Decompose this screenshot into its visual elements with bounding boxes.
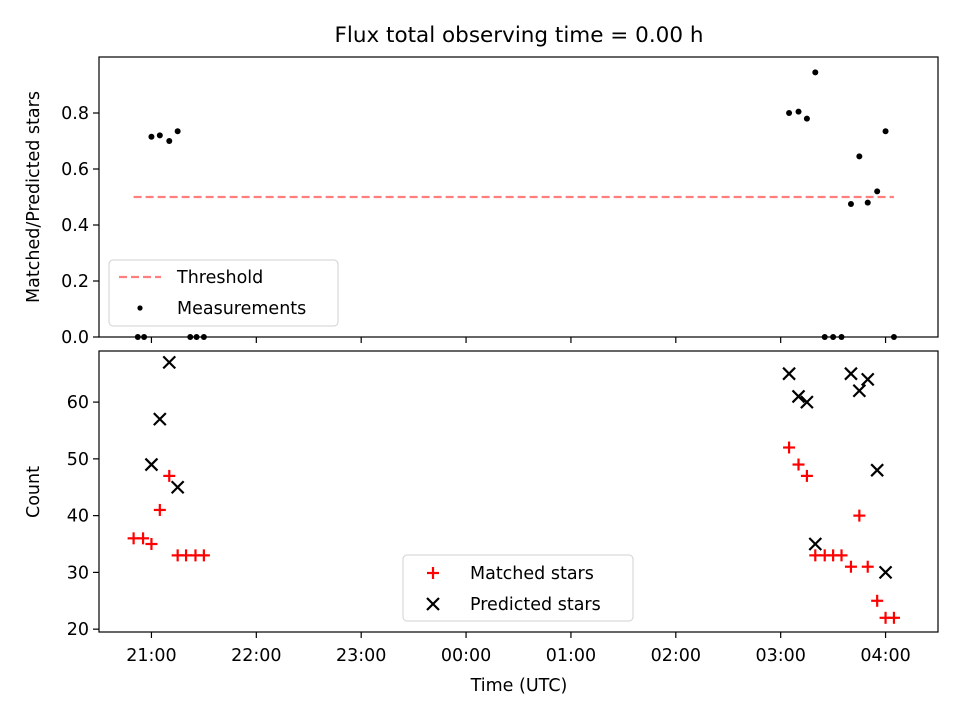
predicted-star-point <box>852 383 867 398</box>
matched-stars-points <box>127 441 900 624</box>
matched-star-point <box>153 503 166 516</box>
predicted-star-point <box>808 537 823 551</box>
bottom-y-tick-label: 60 <box>67 393 89 413</box>
top-y-tick-label: 0.0 <box>61 328 89 348</box>
predicted-star-point <box>153 412 167 426</box>
top-legend-box <box>108 259 339 327</box>
measurement-point <box>882 128 889 135</box>
bottom-legend: Matched stars Predicted stars <box>402 554 634 622</box>
matched-star-point <box>145 538 158 551</box>
top-y-tick-label: 0.8 <box>61 104 89 124</box>
matched-star-point <box>853 509 866 522</box>
predicted-star-point <box>844 366 858 381</box>
matched-star-point <box>197 549 210 562</box>
predicted-star-point <box>800 395 814 409</box>
bottom-y-tick-label: 40 <box>67 507 89 527</box>
legend-measurements-label: Measurements <box>177 299 306 319</box>
matched-star-point <box>792 458 805 471</box>
bottom-x-ticks: 21:00 22:00 23:00 00:00 01:00 02:00 03:00 04:00 <box>126 632 911 666</box>
top-legend: Threshold Measurements <box>108 259 339 327</box>
measurement-point <box>803 115 810 122</box>
legend-predicted-swatch <box>426 597 440 611</box>
top-y-tick-label: 0.2 <box>61 272 89 292</box>
legend-matched-label: Matched stars <box>470 564 594 584</box>
x-tick-label: 03:00 <box>755 646 805 666</box>
measurement-point <box>166 138 173 144</box>
bottom-y-ticks: 20 30 40 50 60 <box>67 393 99 640</box>
predicted-star-point <box>870 463 884 477</box>
measurement-point <box>174 128 181 135</box>
bottom-y-axis-label: Count <box>24 466 44 518</box>
x-tick-label: 01:00 <box>546 646 596 666</box>
x-tick-label: 22:00 <box>231 646 281 666</box>
x-axis-label: Time (UTC) <box>470 676 568 696</box>
bottom-y-tick-label: 30 <box>67 563 89 583</box>
matched-star-point <box>163 469 176 482</box>
measurement-point <box>874 188 881 195</box>
matched-star-point <box>800 469 813 482</box>
x-tick-label: 23:00 <box>336 646 386 666</box>
top-y-axis-label: Matched/Predicted stars <box>24 91 44 303</box>
top-y-ticks: 0.0 0.2 0.4 0.6 0.8 <box>61 104 99 348</box>
x-tick-label: 00:00 <box>441 646 491 666</box>
measurement-point <box>812 69 819 76</box>
legend-measurements-swatch <box>137 305 143 311</box>
legend-matched-swatch <box>427 567 439 579</box>
matched-star-point <box>844 560 857 573</box>
measurement-point <box>786 110 793 116</box>
bottom-y-tick-label: 20 <box>67 620 89 640</box>
predicted-star-point <box>144 457 159 472</box>
predicted-star-point <box>782 366 796 381</box>
top-x-ticks <box>150 337 887 343</box>
predicted-star-point <box>162 355 177 370</box>
x-tick-label: 02:00 <box>651 646 701 666</box>
bottom-axes: 20 30 40 50 60 21:00 22:00 23:00 00:00 01:00 02:0… <box>24 350 939 696</box>
predicted-stars-points <box>144 355 893 580</box>
matched-star-point <box>835 549 848 562</box>
measurement-point <box>148 133 155 140</box>
measurement-point <box>856 153 863 160</box>
matched-star-point <box>861 560 874 573</box>
predicted-star-point <box>170 480 185 495</box>
predicted-star-point <box>878 565 893 580</box>
bottom-y-tick-label: 50 <box>67 450 89 470</box>
measurement-point <box>795 108 802 115</box>
predicted-star-point <box>860 372 875 387</box>
matched-star-point <box>783 441 796 454</box>
legend-predicted-label: Predicted stars <box>470 595 601 615</box>
x-tick-label: 04:00 <box>860 646 910 666</box>
bottom-axes-frame <box>98 350 939 633</box>
chart-title: Flux total observing time = 0.00 h <box>335 23 704 48</box>
top-y-tick-label: 0.4 <box>61 216 89 236</box>
measurement-point <box>847 201 854 207</box>
matched-star-point <box>871 594 884 607</box>
top-axes: 0.00.20.40.60.8 Matched/Predicted stars … <box>24 56 939 348</box>
x-tick-label: 21:00 <box>126 646 176 666</box>
measurement-point <box>864 199 871 206</box>
top-y-tick-label: 0.6 <box>61 160 89 180</box>
matched-star-point <box>887 611 900 624</box>
top-axes-frame <box>98 56 939 338</box>
legend-threshold-label: Threshold <box>176 268 263 288</box>
matched-star-point <box>137 532 150 545</box>
predicted-star-point <box>791 389 806 404</box>
measurement-point <box>156 132 163 139</box>
bottom-legend-box <box>402 554 634 622</box>
